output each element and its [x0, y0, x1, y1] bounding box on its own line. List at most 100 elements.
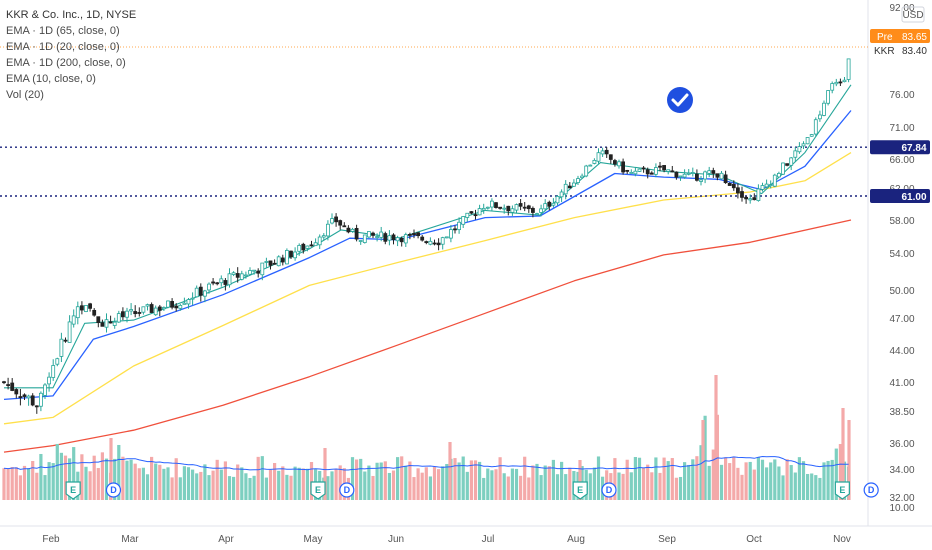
candle-body	[572, 182, 576, 187]
legend-volume[interactable]: Vol (20)	[6, 89, 44, 101]
volume-bar	[531, 465, 535, 500]
candle-body	[506, 205, 511, 212]
candle-body	[34, 405, 39, 408]
candle-body	[264, 261, 269, 263]
candle-body	[161, 307, 166, 310]
volume-bar	[129, 459, 133, 500]
candle-body	[477, 208, 482, 216]
volume-ma-line	[3, 455, 849, 471]
month-tick-label: Sep	[658, 534, 676, 545]
hline-label: 61.00	[901, 192, 926, 203]
candle-body	[116, 313, 121, 323]
candle-body	[436, 242, 441, 246]
candle-body	[768, 184, 773, 187]
volume-bar	[822, 462, 826, 500]
candle-body	[764, 183, 769, 188]
candle-body	[428, 240, 433, 245]
candle-body	[321, 235, 326, 238]
candle-body	[518, 203, 523, 207]
volume-bar	[818, 477, 822, 500]
candle-body	[313, 242, 318, 247]
candle-body	[801, 143, 806, 147]
candle-body	[424, 241, 429, 244]
volume-bar	[613, 458, 617, 500]
candle-body	[785, 163, 789, 166]
month-tick-label: Aug	[567, 534, 585, 545]
volume-bar	[2, 468, 6, 500]
volume-bar	[765, 467, 769, 500]
earnings-marker[interactable]: E	[834, 481, 850, 500]
candle-body	[748, 198, 753, 201]
candle-body	[707, 170, 712, 174]
dividend-marker[interactable]: D	[105, 482, 122, 498]
volume-bar	[662, 457, 666, 500]
candle-body	[469, 211, 474, 214]
candle-body	[793, 150, 798, 158]
candle-body	[772, 174, 777, 187]
candle-body	[231, 272, 236, 275]
earnings-marker-label: E	[315, 485, 321, 495]
candle-body	[531, 207, 535, 213]
dividend-marker[interactable]: D	[339, 482, 355, 498]
candle-body	[420, 236, 425, 241]
legend-ema65[interactable]: EMA · 1D (65, close, 0)	[6, 25, 120, 37]
volume-bar	[109, 438, 113, 500]
volume-bar	[309, 461, 314, 500]
volume-bar	[830, 459, 834, 500]
volume-bar	[437, 469, 441, 500]
volume-bar	[625, 459, 629, 500]
earnings-marker[interactable]: E	[310, 481, 326, 500]
candle-body	[202, 290, 207, 297]
chart-title[interactable]: KKR & Co. Inc., 1D, NYSE	[6, 9, 137, 21]
candle-body	[190, 297, 195, 300]
volume-bar	[714, 375, 718, 500]
volume-bar	[719, 464, 724, 500]
volume-bar	[158, 464, 162, 500]
candle-body	[305, 245, 310, 249]
candle-body	[366, 231, 371, 238]
candle-body	[461, 216, 466, 225]
volume-bar	[350, 457, 355, 500]
candle-body	[354, 228, 359, 240]
volume-bar	[416, 468, 420, 500]
volume-bar	[564, 474, 568, 500]
currency-label[interactable]: USD	[902, 10, 923, 21]
candle-body	[584, 165, 589, 177]
volume-bar	[371, 475, 375, 500]
volume-bar	[223, 461, 227, 500]
dividend-marker[interactable]: D	[601, 482, 617, 498]
candle-body	[166, 300, 170, 308]
volume-bar	[724, 457, 728, 500]
volume-bar	[420, 472, 424, 500]
legend-ema20[interactable]: EMA · 1D (20, close, 0)	[6, 41, 120, 53]
volume-bar	[63, 455, 68, 500]
volume-bar	[162, 468, 166, 500]
candle-body	[215, 282, 220, 285]
earnings-marker[interactable]: E	[572, 481, 588, 500]
earnings-marker[interactable]: E	[65, 481, 81, 500]
candle-body	[10, 382, 15, 391]
volume-bar	[629, 472, 633, 500]
candle-body	[317, 236, 322, 246]
candle-body	[453, 228, 457, 231]
candle-body	[563, 183, 568, 195]
volume-bar	[555, 474, 560, 500]
dividend-marker[interactable]: D	[863, 482, 879, 498]
legend-ema10[interactable]: EMA (10, close, 0)	[6, 73, 96, 85]
volume-bar	[469, 460, 473, 500]
volume-bar	[268, 469, 273, 500]
legend-ema200[interactable]: EMA · 1D (200, close, 0)	[6, 57, 126, 69]
volume-bar	[465, 471, 469, 500]
volume-bar	[797, 457, 801, 500]
candle-body	[690, 172, 695, 174]
candle-body	[645, 169, 650, 175]
candle-body	[219, 278, 224, 284]
candle-body	[777, 173, 781, 178]
candle-body	[654, 167, 658, 175]
candle-body	[137, 312, 142, 314]
price-tick-label: 38.50	[889, 407, 914, 418]
volume-bar	[834, 448, 838, 500]
volume-bar	[769, 462, 773, 500]
